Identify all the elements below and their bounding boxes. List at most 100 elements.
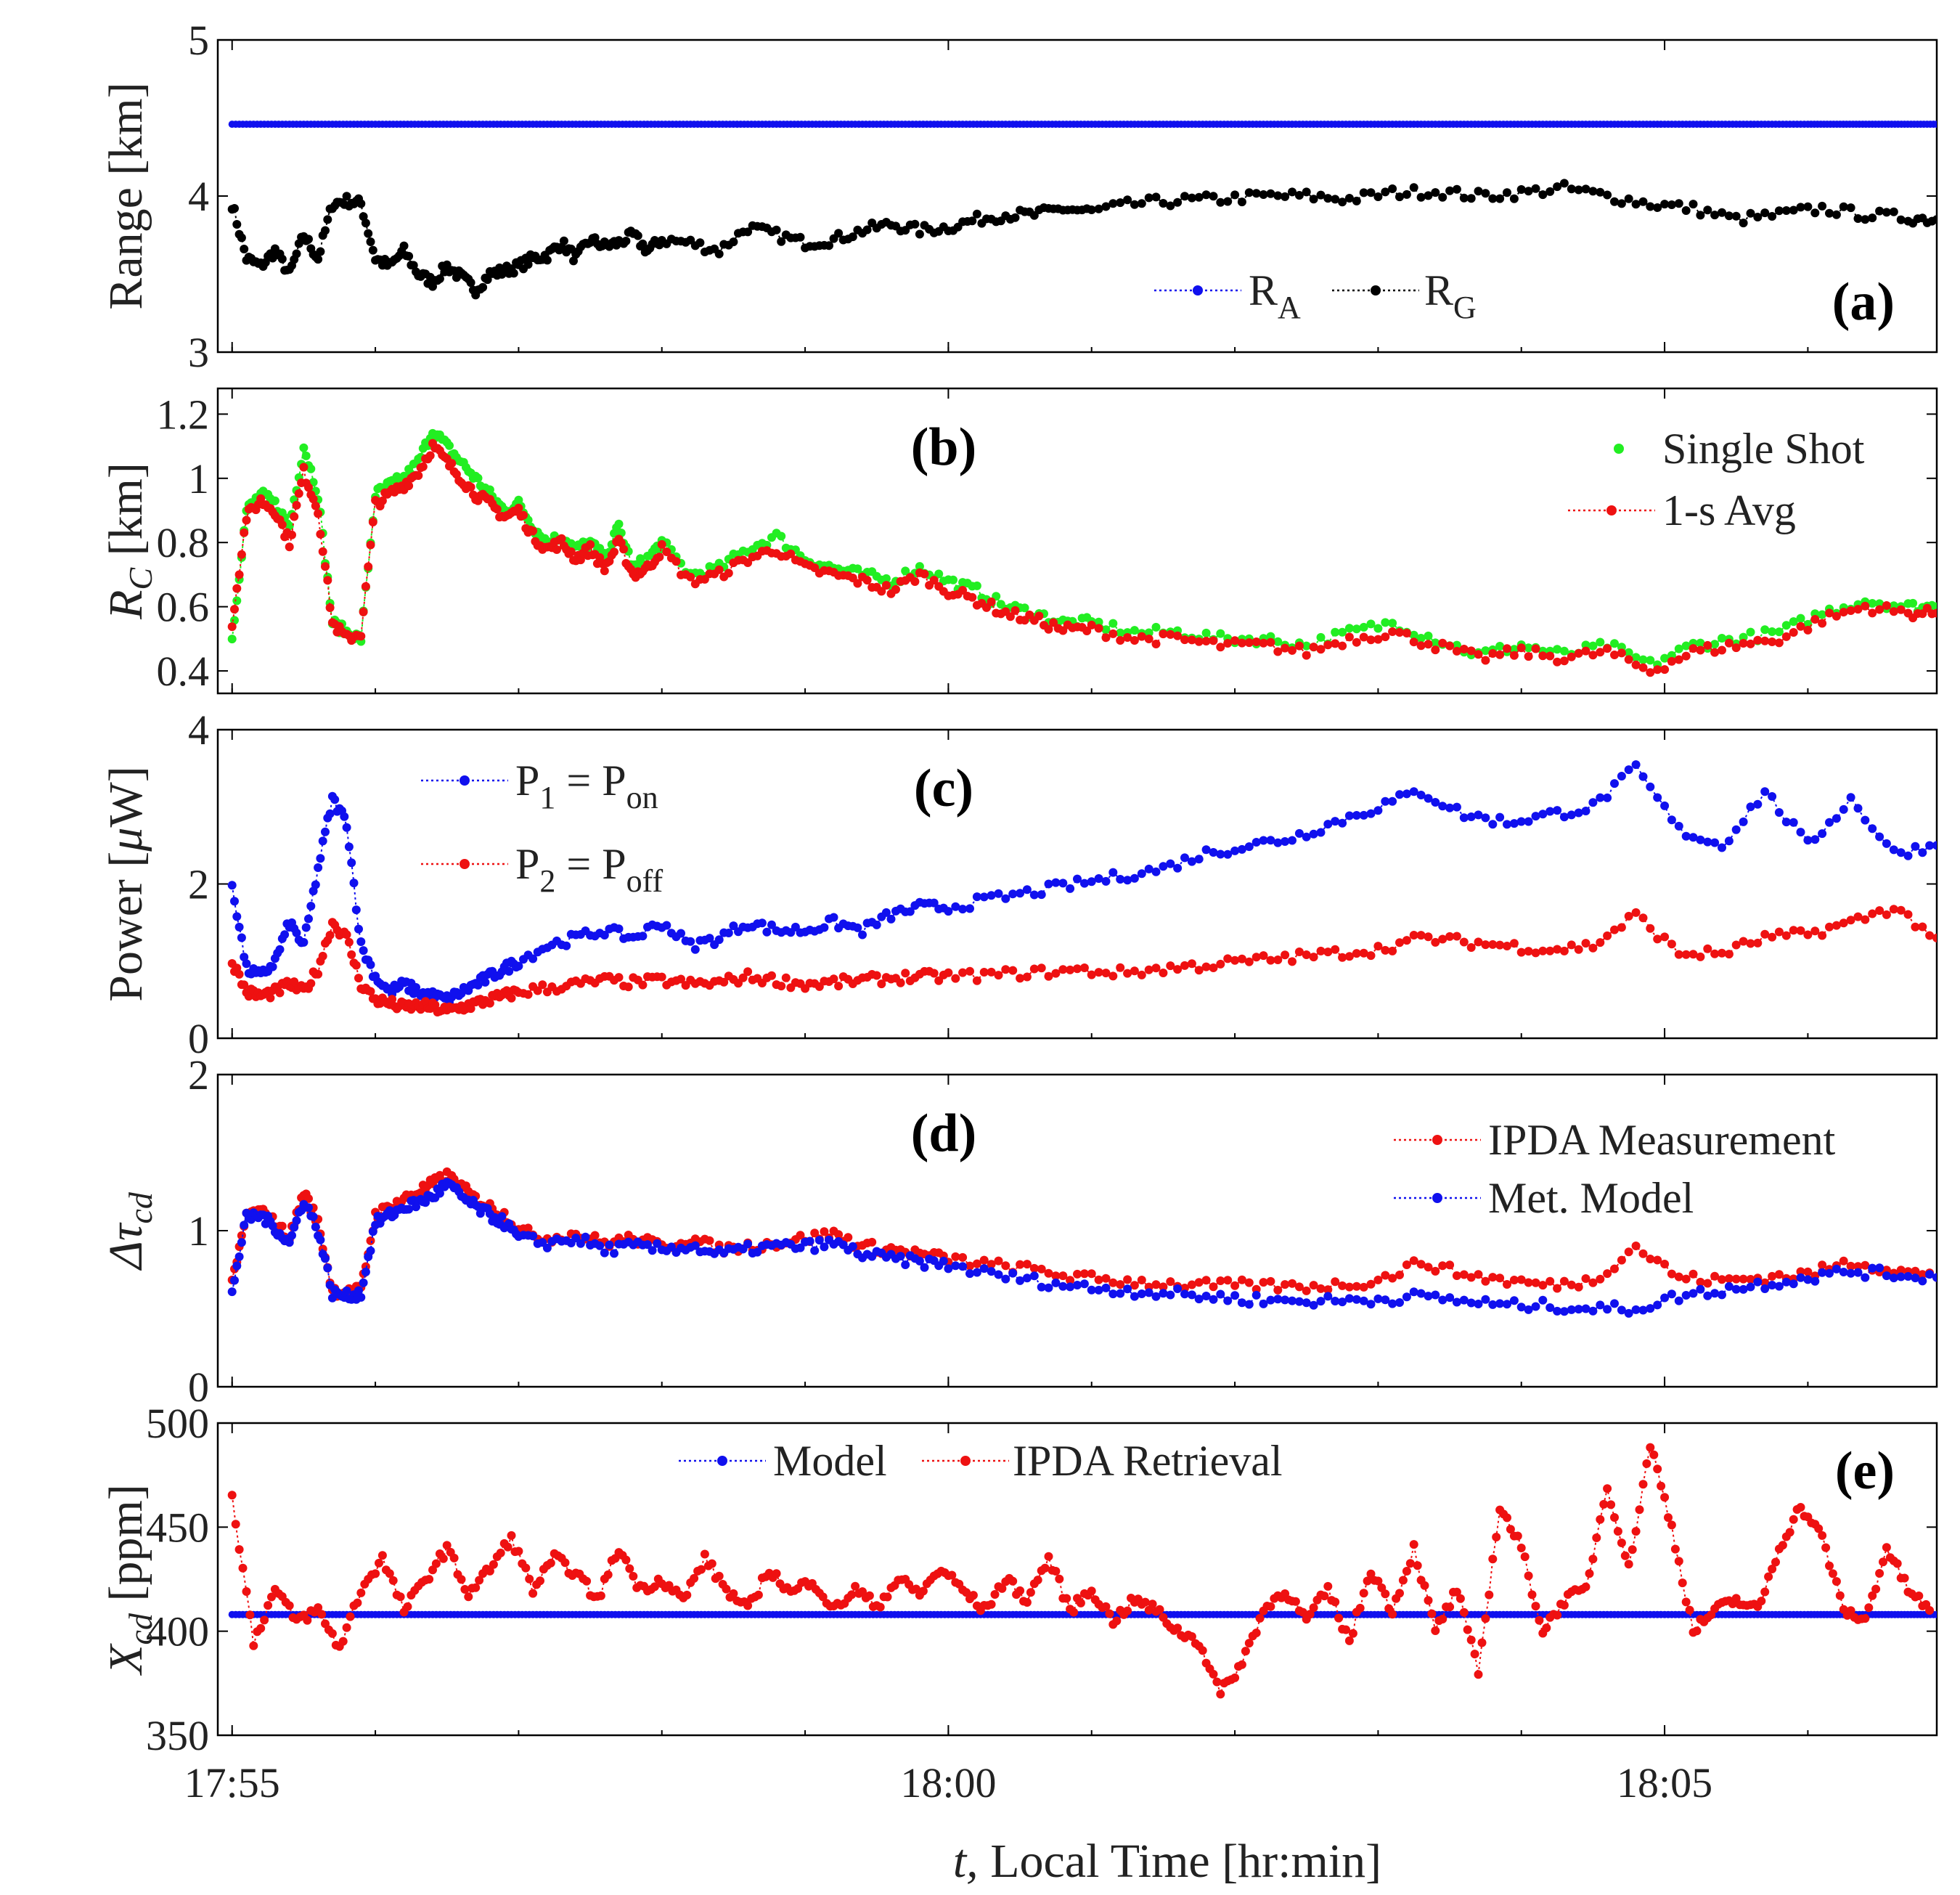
data-point	[306, 464, 316, 473]
data-point	[1130, 636, 1139, 645]
data-point	[1559, 1307, 1569, 1316]
data-point	[562, 941, 571, 950]
data-point	[997, 1584, 1007, 1593]
x-axis-label-rest: Local Time [hr:min]	[990, 1835, 1381, 1888]
data-point	[1531, 1278, 1540, 1287]
data-point	[1044, 1283, 1053, 1292]
data-point	[705, 934, 714, 943]
data-point	[1073, 1269, 1082, 1279]
data-point	[1853, 1268, 1863, 1277]
data-point	[1581, 1274, 1591, 1283]
data-point	[1746, 639, 1755, 648]
data-point	[1101, 1283, 1111, 1292]
data-point	[1896, 605, 1906, 614]
data-point	[1359, 622, 1368, 632]
data-point	[596, 1591, 605, 1600]
data-point	[1123, 876, 1132, 885]
data-point	[1230, 955, 1240, 965]
data-point	[1667, 940, 1676, 949]
data-point	[1731, 1594, 1741, 1603]
data-point	[1402, 789, 1411, 799]
data-point	[1058, 1271, 1068, 1281]
data-point	[1409, 931, 1418, 940]
panel-a-y-label: Range [km]	[99, 82, 152, 309]
data-point	[1861, 1273, 1870, 1282]
data-point	[1298, 1607, 1307, 1617]
data-point	[1101, 633, 1111, 643]
data-point	[724, 568, 733, 578]
data-point	[1187, 1280, 1196, 1289]
data-point	[625, 1564, 634, 1573]
data-point	[1424, 1263, 1433, 1272]
data-point	[1237, 1298, 1246, 1308]
data-point	[1116, 198, 1125, 208]
data-point	[1388, 619, 1397, 628]
data-point	[1524, 1305, 1533, 1314]
data-point	[399, 241, 409, 250]
data-point	[1273, 647, 1283, 656]
data-point	[1151, 867, 1161, 876]
data-point	[1445, 1260, 1455, 1270]
data-point	[483, 275, 492, 285]
data-point	[325, 809, 335, 818]
data-point	[1495, 650, 1505, 659]
data-point	[600, 566, 609, 576]
data-point	[1796, 1267, 1805, 1276]
data-point	[1474, 1670, 1483, 1679]
data-point	[560, 1558, 570, 1568]
data-point	[435, 274, 444, 283]
data-point	[1746, 802, 1755, 812]
data-point	[1516, 643, 1526, 653]
data-point	[311, 501, 320, 510]
data-point	[1861, 1614, 1870, 1623]
data-point	[1344, 1294, 1354, 1303]
data-point	[1094, 624, 1103, 633]
data-point	[1022, 1273, 1032, 1283]
data-point	[1506, 1525, 1515, 1534]
data-point	[1574, 1282, 1583, 1292]
data-point	[1785, 1528, 1794, 1537]
data-point	[690, 1241, 700, 1250]
data-point	[947, 1570, 957, 1580]
data-point	[1438, 1261, 1447, 1271]
data-point	[1868, 824, 1877, 834]
data-point	[1903, 851, 1913, 860]
data-point	[722, 1584, 731, 1594]
panel-b-y-tick-label-0: 0.4	[157, 648, 210, 695]
data-point	[1581, 640, 1591, 650]
data-point	[361, 1267, 370, 1276]
data-point	[820, 923, 829, 932]
data-point	[1760, 929, 1770, 939]
data-point	[1481, 1295, 1490, 1304]
data-point	[1216, 1276, 1225, 1285]
data-point	[1932, 841, 1937, 850]
data-point	[1531, 1302, 1540, 1311]
data-point	[1016, 889, 1025, 898]
data-point	[1359, 632, 1368, 642]
data-point	[542, 256, 552, 265]
data-point	[883, 1592, 892, 1602]
data-point	[1123, 195, 1132, 205]
data-point	[714, 249, 724, 258]
data-point	[1485, 1590, 1494, 1599]
data-point	[1596, 1515, 1605, 1524]
data-point	[1746, 1282, 1755, 1292]
data-point	[714, 935, 724, 945]
legend-label-ra: RA	[1249, 266, 1301, 325]
data-point	[1094, 617, 1103, 627]
data-point	[1230, 1291, 1240, 1300]
data-point	[1689, 833, 1698, 842]
data-point	[1051, 1271, 1061, 1281]
data-point	[237, 1231, 246, 1240]
data-point	[1294, 828, 1304, 838]
data-point	[1567, 1305, 1576, 1314]
data-point	[643, 1240, 652, 1250]
data-point	[1757, 1597, 1766, 1606]
data-point	[1896, 905, 1906, 915]
data-point	[1596, 793, 1605, 802]
data-point	[1137, 199, 1146, 208]
data-point	[1159, 629, 1168, 639]
data-point	[317, 1610, 327, 1619]
data-point	[767, 920, 776, 929]
data-point	[366, 540, 375, 550]
